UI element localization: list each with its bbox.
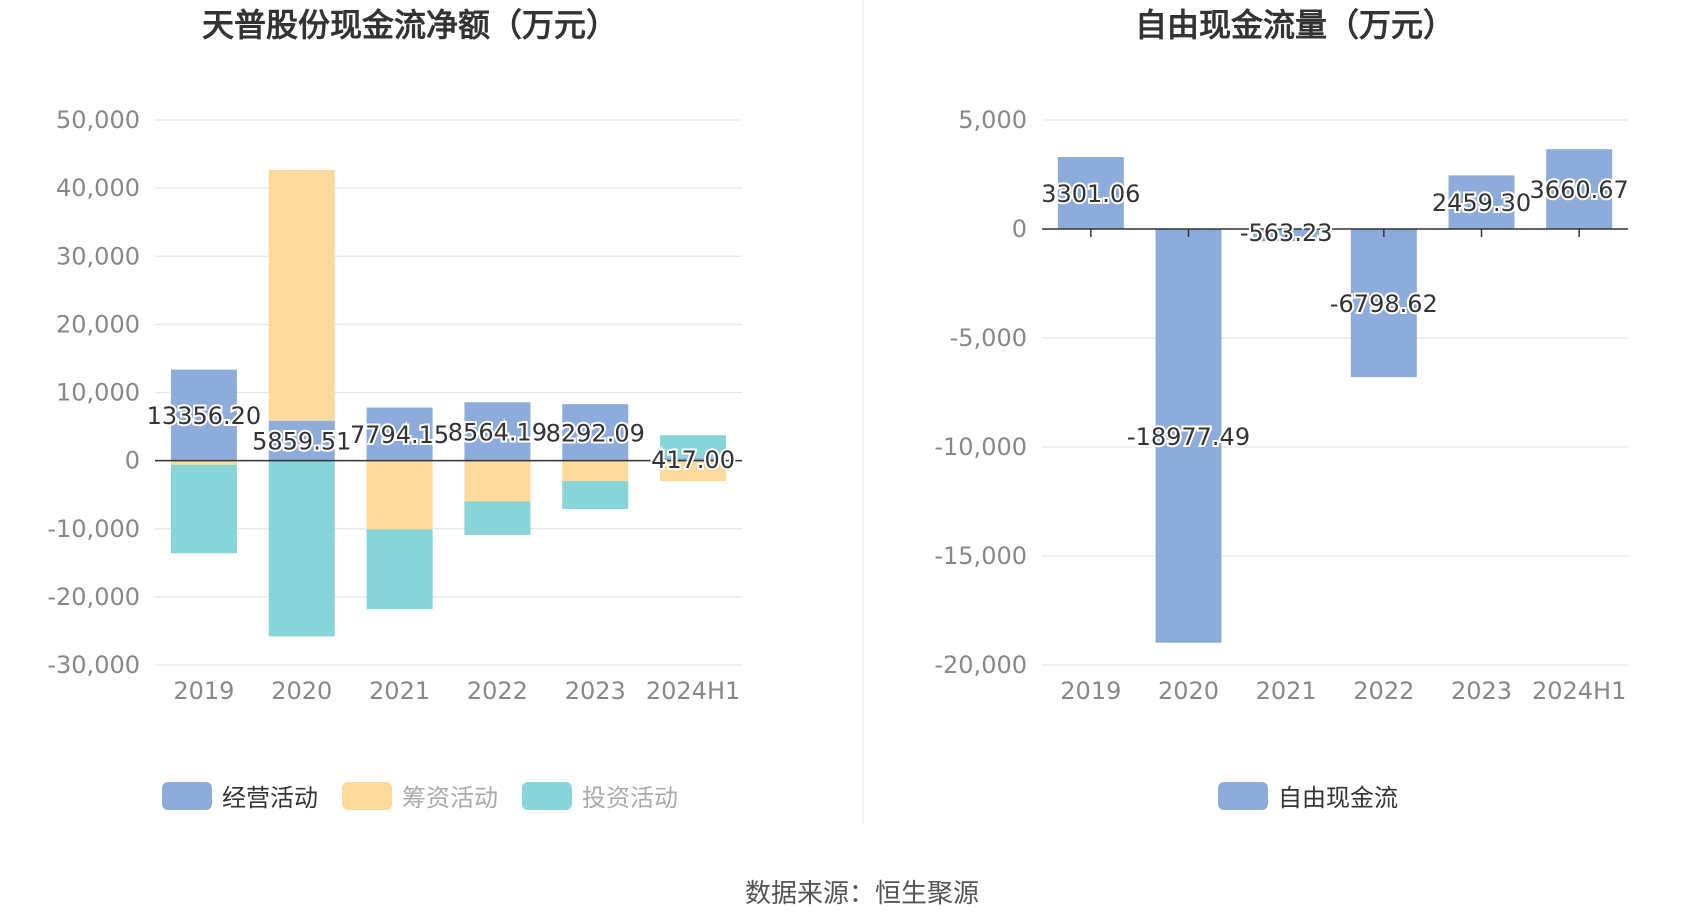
bar-筹资活动-2022	[464, 460, 531, 502]
bar-筹资活动-2021	[366, 460, 433, 530]
bar-投资活动-2020	[268, 460, 335, 637]
legend-label: 筹资活动	[402, 784, 498, 812]
x-tick-label: 2021	[1256, 677, 1317, 705]
legend-label: 经营活动	[222, 784, 318, 812]
data-label: 2459.30	[1432, 189, 1531, 217]
y-axis-ticks: 5,000 0 -5,000 -10,000 -15,000 -20,000	[934, 106, 1027, 679]
x-tick-label: 2023	[1451, 677, 1512, 705]
bar-自由现金流-2024H1	[1546, 149, 1613, 229]
y-tick-label: -5,000	[950, 324, 1027, 352]
bar-经营活动-2023	[562, 404, 629, 461]
y-tick-label: 5,000	[958, 106, 1027, 134]
y-grid	[155, 119, 742, 666]
chart-title-cashflow: 天普股份现金流净额（万元）	[202, 6, 618, 44]
y-tick-label: 20,000	[56, 310, 140, 338]
bar-自由现金流-2019	[1057, 157, 1124, 229]
bar-投资活动-2024H1	[660, 435, 727, 458]
bar-group	[1057, 149, 1613, 643]
y-tick-label: 10,000	[56, 379, 140, 407]
y-tick-label: -20,000	[934, 651, 1027, 679]
x-tick-label: 2020	[271, 677, 332, 705]
y-tick-label: -20,000	[47, 583, 140, 611]
chart-cashflow-net: 天普股份现金流净额（万元） 50,000 40,000 30,000 20,000 10…	[47, 6, 742, 812]
data-label: 3660.67	[1530, 176, 1629, 204]
y-tick-label: 0	[125, 447, 140, 475]
data-label: -6798.62	[1330, 290, 1438, 318]
data-label: -563.23	[1240, 219, 1333, 247]
x-axis-ticks: 2019 2020 2021 2022 2023 2024H1	[173, 677, 740, 705]
y-axis-ticks: 50,000 40,000 30,000 20,000 10,000 0 -10,000 -2…	[47, 106, 140, 679]
legend-swatch	[342, 782, 392, 810]
data-label: -18977.49	[1127, 423, 1250, 451]
x-tick-label: 2024H1	[1532, 677, 1626, 705]
y-tick-label: 30,000	[56, 242, 140, 270]
data-label: 7794.15	[350, 421, 449, 449]
legend-label: 自由现金流	[1278, 784, 1398, 812]
legend-swatch	[522, 782, 572, 810]
data-labels: 3301.06 -18977.49 -563.23 -6798.62 2459.3036…	[1039, 174, 1631, 453]
legend-swatch	[162, 782, 212, 810]
x-tick-label: 2023	[565, 677, 626, 705]
bar-自由现金流-2023	[1448, 175, 1515, 229]
bar-筹资活动-2023	[562, 460, 629, 482]
data-labels: 13356.205859.517794.158564.198292.09417.…	[145, 400, 737, 476]
x-tick-label: 2020	[1158, 677, 1219, 705]
y-tick-label: -30,000	[47, 651, 140, 679]
bar-投资活动-2022	[464, 501, 531, 535]
bar-筹资活动-2024H1	[660, 460, 727, 482]
x-axis	[1042, 228, 1628, 237]
x-tick-label: 2024H1	[646, 677, 740, 705]
chart-title-free-cashflow: 自由现金流量（万元）	[1135, 6, 1455, 44]
data-label: 5859.51	[252, 428, 351, 456]
bar-投资活动-2021	[366, 529, 433, 610]
bar-经营活动-2019	[170, 369, 237, 461]
x-tick-label: 2022	[1353, 677, 1414, 705]
bar-投资活动-2019	[170, 464, 237, 554]
y-tick-label: 40,000	[56, 174, 140, 202]
bar-经营活动-2024H1	[660, 457, 727, 461]
x-tick-label: 2019	[173, 677, 234, 705]
y-tick-label: -15,000	[934, 542, 1027, 570]
bar-group	[170, 170, 727, 637]
bar-投资活动-2023	[562, 481, 629, 509]
x-axis-ticks: 2019 2020 2021 2022 2023 2024H1	[1060, 677, 1626, 705]
y-tick-label: -10,000	[47, 515, 140, 543]
y-grid	[1042, 119, 1628, 666]
x-tick-label: 2022	[467, 677, 528, 705]
x-tick-label: 2021	[369, 677, 430, 705]
data-source-note: 数据来源：恒生聚源	[745, 879, 979, 909]
bar-筹资活动-2019	[170, 460, 237, 465]
x-tick-label: 2019	[1060, 677, 1121, 705]
data-label: 3301.06	[1041, 180, 1140, 208]
data-label: 13356.20	[147, 402, 262, 430]
data-label: 8292.09	[546, 419, 645, 447]
data-label: 8564.19	[448, 418, 547, 446]
bar-自由现金流-2020	[1155, 229, 1222, 643]
legend-label: 投资活动	[582, 784, 678, 812]
bar-经营活动-2021	[366, 407, 433, 461]
chart-free-cashflow: 自由现金流量（万元） 5,000 0 -5,000 -10,000 -15,000 -20…	[934, 6, 1631, 812]
bar-经营活动-2020	[268, 420, 335, 461]
y-tick-label: 50,000	[56, 106, 140, 134]
y-tick-label: -10,000	[934, 433, 1027, 461]
bar-筹资活动-2020	[268, 170, 335, 421]
legend-swatch	[1218, 782, 1268, 810]
legend: 自由现金流	[1218, 782, 1398, 812]
data-label: 417.00	[651, 446, 735, 474]
bar-自由现金流-2022	[1350, 229, 1417, 378]
legend: 经营活动 筹资活动 投资活动	[162, 782, 678, 812]
y-tick-label: 0	[1012, 215, 1027, 243]
bar-经营活动-2022	[464, 402, 531, 461]
